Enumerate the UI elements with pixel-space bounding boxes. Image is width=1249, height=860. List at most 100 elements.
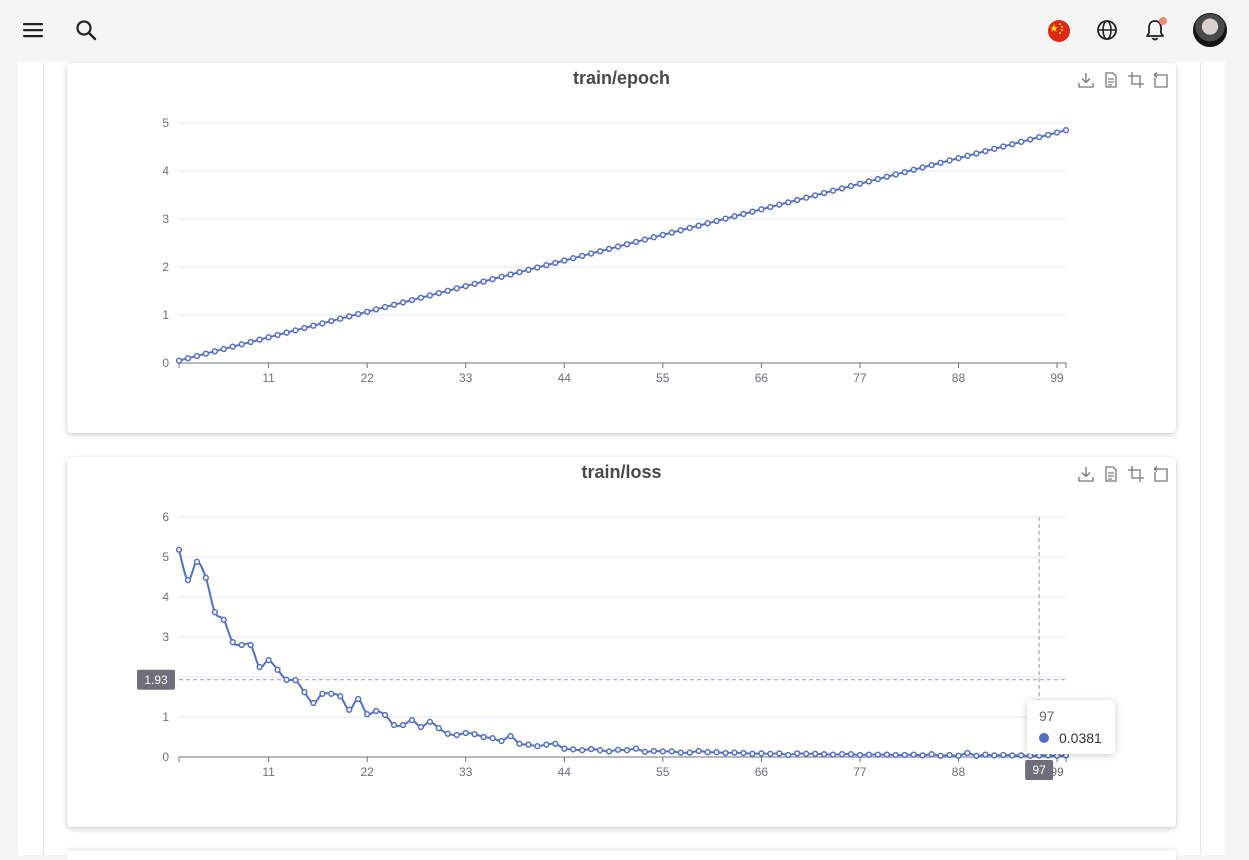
data-point [641,236,649,243]
data-point [713,749,720,756]
series-line [178,549,1067,757]
y-tick-label: 5 [162,550,169,564]
x-tick-label: 99 [1050,371,1064,385]
data-point [587,250,595,257]
data-point [704,749,711,756]
data-point [659,748,666,755]
data-view-icon[interactable] [1102,465,1120,483]
data-point [605,245,613,253]
download-icon[interactable] [1077,71,1095,89]
content-border-right [1200,62,1201,855]
data-point [220,345,227,353]
data-point [301,689,308,696]
zoom-reset-icon[interactable] [1152,465,1170,483]
x-tick-label: 66 [755,371,769,385]
data-point [758,750,765,757]
tooltip-x: 97 [1039,708,1055,724]
zoom-icon[interactable] [1127,465,1145,483]
data-view-icon[interactable] [1102,71,1120,89]
data-point [686,749,693,756]
data-point [596,747,604,754]
data-point [713,217,720,225]
data-point [265,334,272,341]
data-point [247,338,254,346]
crosshair-x-label: 97 [1032,763,1046,777]
data-point [480,733,487,741]
zoom-reset-icon[interactable] [1152,71,1170,89]
avatar[interactable] [1193,13,1227,47]
x-tick-label: 88 [952,765,966,779]
chart-card-loss: train/loss 01234561122334455667788991.93… [67,457,1176,827]
data-point [471,731,478,738]
data-point [605,748,613,755]
data-point [991,752,998,759]
data-point [471,280,478,287]
series-line [178,129,1067,362]
data-point [803,194,810,201]
data-point [946,751,953,759]
data-point [668,748,675,755]
data-point [480,278,487,285]
data-point [399,721,407,729]
data-point [740,749,747,757]
data-point [1018,138,1025,145]
data-point [453,731,460,739]
data-point [794,750,801,757]
download-icon[interactable] [1077,465,1095,483]
x-tick-label: 44 [558,765,572,779]
y-tick-label: 0 [162,356,169,370]
search-icon[interactable] [73,17,99,43]
notification-dot [1159,17,1167,25]
data-point [184,355,192,362]
data-point [623,747,631,754]
data-point [883,751,890,758]
data-point [193,352,201,360]
data-point [883,173,890,180]
data-point [1018,752,1025,759]
data-point [319,690,326,697]
data-point [561,257,568,264]
data-point [579,747,586,754]
data-point [426,718,434,725]
data-point [982,147,989,155]
chart-title: train/epoch [572,68,670,88]
data-point [220,616,227,623]
data-point [901,751,908,759]
data-point [767,203,774,211]
data-point [650,747,658,755]
data-point [408,717,416,724]
data-point [892,751,899,759]
data-point [525,741,532,748]
data-point [704,220,711,227]
chart-epoch-plot[interactable]: 0 1 2 3 4 5 11 22 33 44 55 66 77 88 99 [67,63,1176,433]
y-tick-label: 2 [162,260,169,274]
data-point [901,168,908,176]
data-point [337,693,344,700]
data-point [1009,752,1016,759]
data-point [776,750,783,757]
menu-icon[interactable] [20,17,46,43]
globe-icon[interactable] [1094,17,1120,43]
zoom-icon[interactable] [1127,71,1145,89]
y-tick-label: 4 [162,164,169,178]
top-bar [0,0,1249,62]
data-point [731,213,738,220]
data-point [937,752,944,759]
data-point [722,215,729,222]
data-point [632,745,640,752]
data-point [785,199,792,206]
data-point [973,752,980,759]
data-point [570,255,577,262]
china-flag-icon[interactable] [1046,18,1072,44]
data-point [211,609,218,616]
data-point [462,282,469,290]
data-point [973,150,980,157]
data-point [587,745,595,753]
data-point [695,222,702,229]
y-tick-label: 0 [162,750,169,764]
data-point [874,175,881,183]
data-point [659,231,666,239]
data-point [292,677,299,684]
data-point [417,723,425,731]
